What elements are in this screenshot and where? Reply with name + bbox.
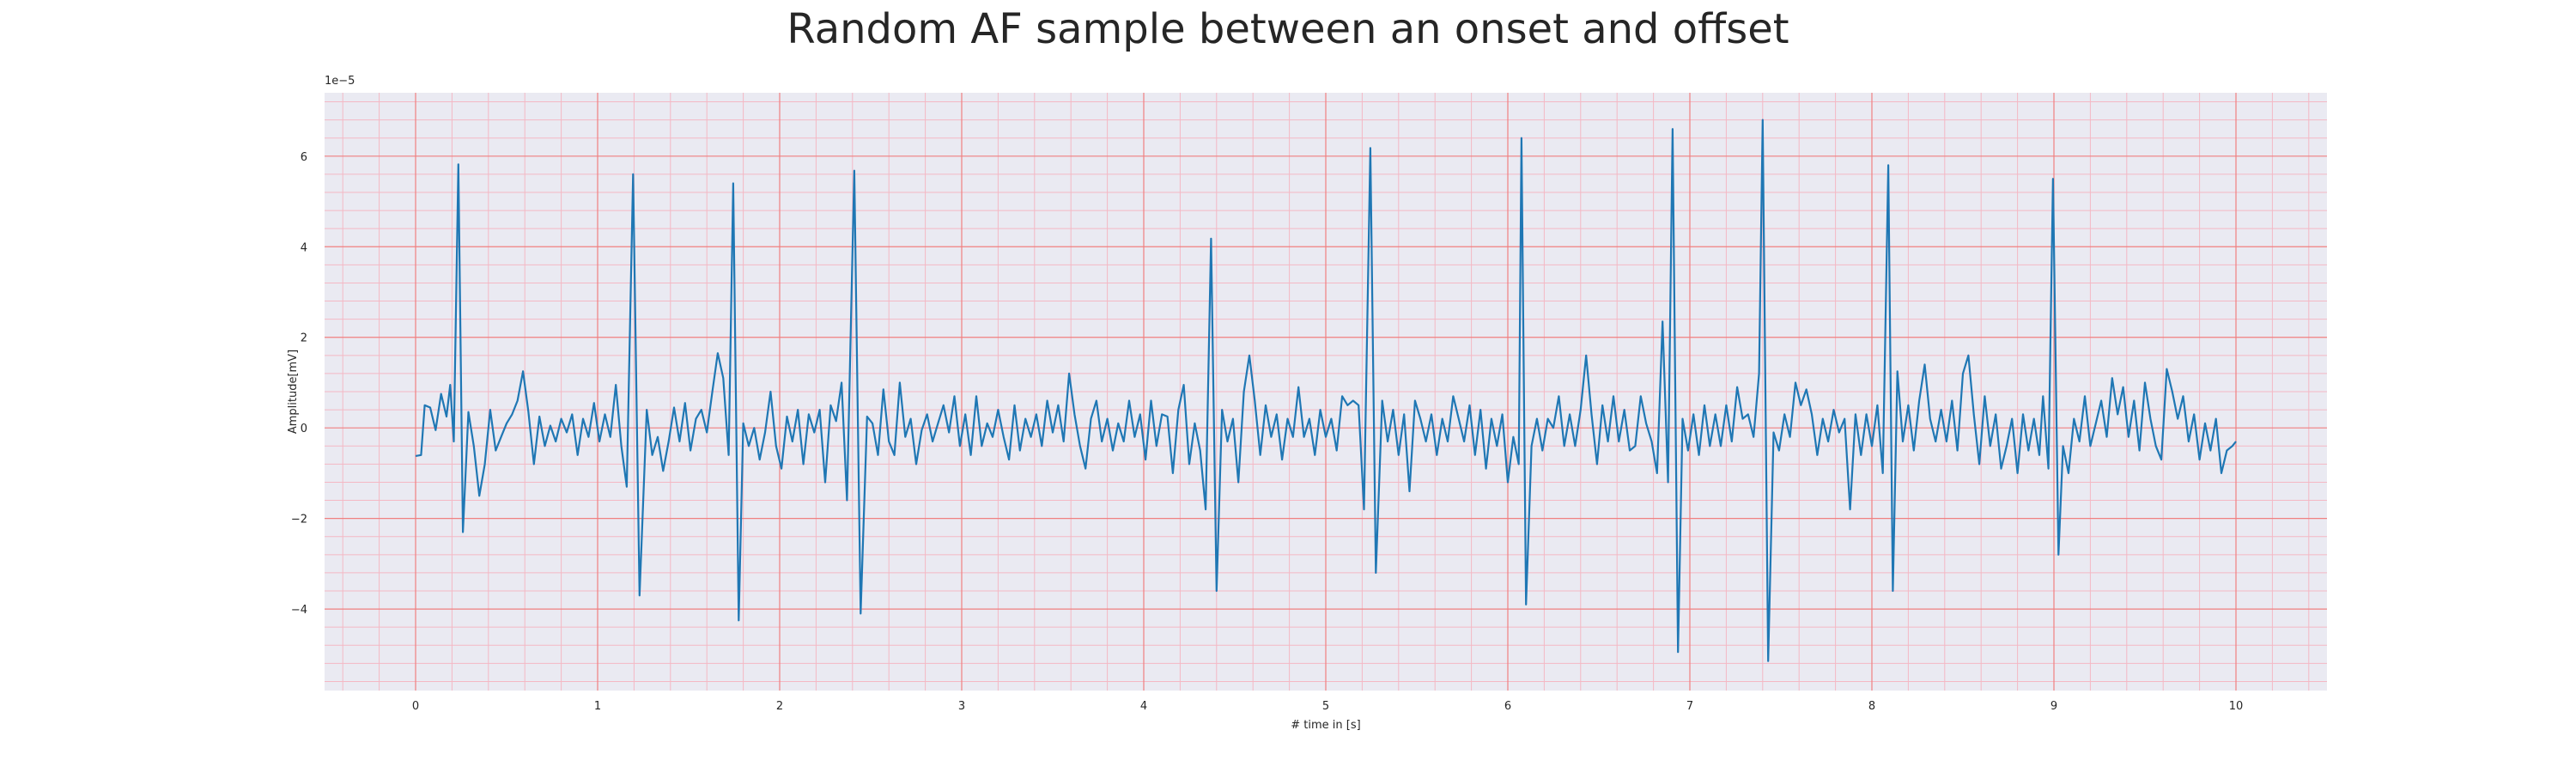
y-tick-label: 6 xyxy=(301,151,307,164)
chart-title: Random AF sample between an onset and of… xyxy=(787,5,1789,53)
x-tick-label: 2 xyxy=(776,700,783,713)
x-tick-label: 7 xyxy=(1686,700,1693,713)
x-tick-label: 0 xyxy=(412,700,419,713)
y-axis-label: Amplitude[mV] xyxy=(287,350,300,434)
x-tick-label: 8 xyxy=(1868,700,1875,713)
x-tick-label: 10 xyxy=(2229,700,2244,713)
x-tick-label: 9 xyxy=(2050,700,2057,713)
x-tick-label: 5 xyxy=(1322,700,1329,713)
x-tick-labels: 0 1 2 3 4 5 6 7 8 9 10 xyxy=(412,700,2243,713)
x-tick-label: 6 xyxy=(1504,700,1511,713)
series-line xyxy=(415,119,2237,662)
y-tick-labels: −4 −2 0 2 4 6 xyxy=(291,151,307,617)
y-tick-label: −4 xyxy=(291,604,307,617)
x-axis-label: # time in [s] xyxy=(1291,719,1360,732)
x-tick-label: 3 xyxy=(958,700,965,713)
y-tick-label: 2 xyxy=(301,332,307,345)
y-offset-label: 1e−5 xyxy=(325,75,355,88)
y-tick-label: 0 xyxy=(301,423,307,435)
major-grid xyxy=(325,93,2327,691)
x-tick-label: 4 xyxy=(1140,700,1147,713)
y-tick-label: −2 xyxy=(291,514,307,526)
x-tick-label: 1 xyxy=(594,700,601,713)
y-tick-label: 4 xyxy=(301,241,307,254)
